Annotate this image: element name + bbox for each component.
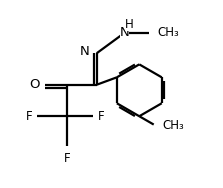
Text: H: H [125,18,134,31]
Text: N: N [120,26,129,39]
Text: CH₃: CH₃ [162,119,184,132]
Text: F: F [26,110,32,123]
Text: O: O [29,78,39,91]
Text: F: F [98,110,105,123]
Text: N: N [80,45,89,58]
Text: CH₃: CH₃ [157,26,179,39]
Text: F: F [64,152,70,165]
